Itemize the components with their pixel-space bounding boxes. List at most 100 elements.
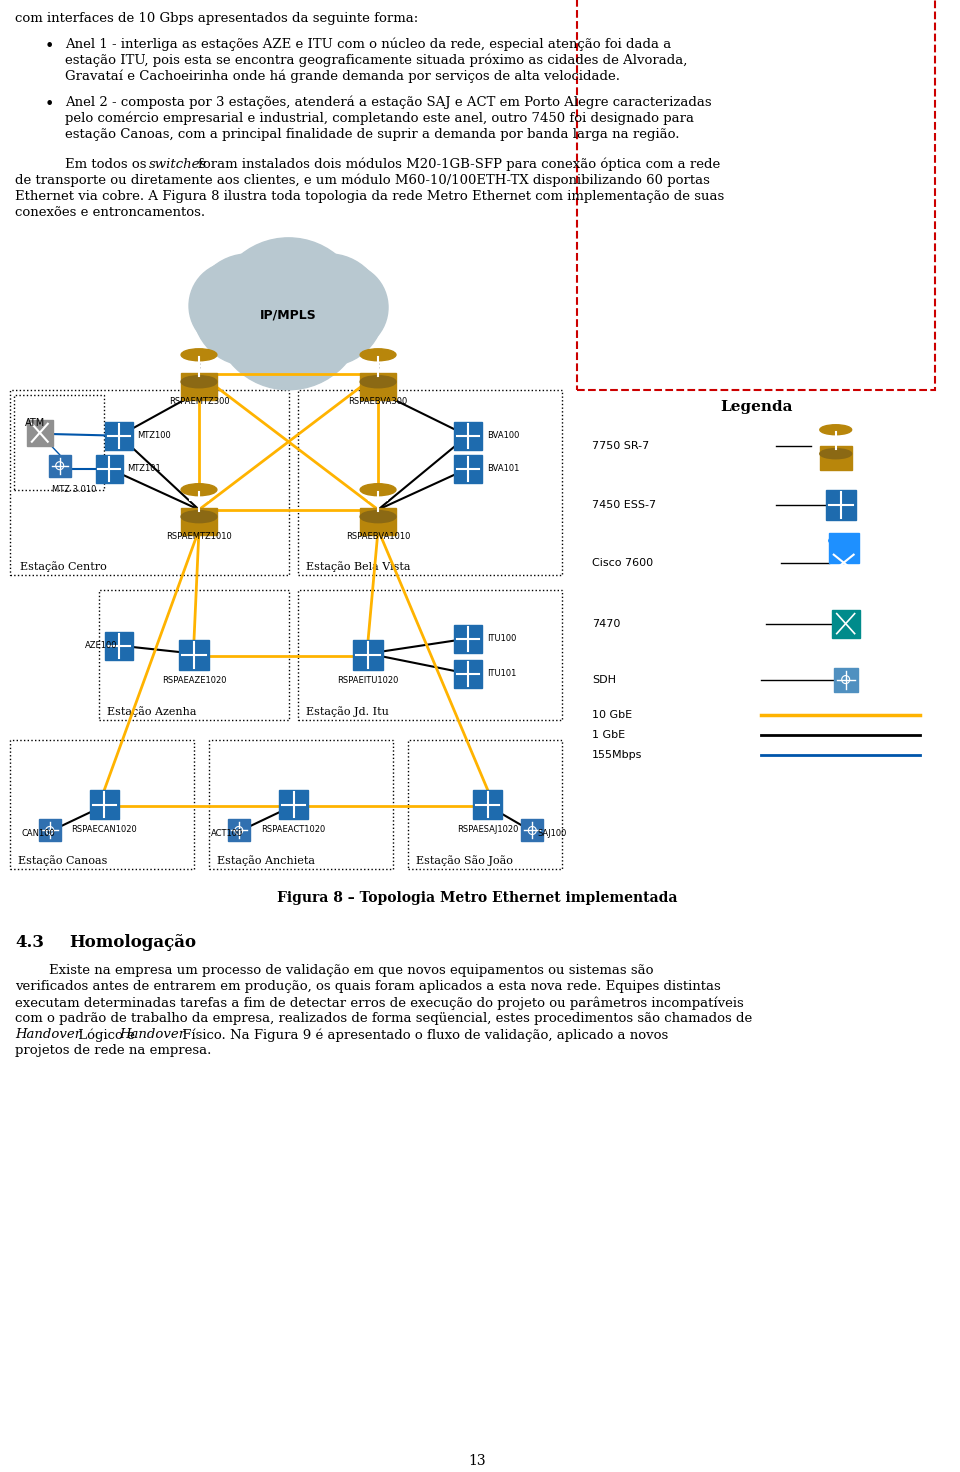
Bar — [10, 390, 289, 574]
Text: conexões e entroncamentos.: conexões e entroncamentos. — [15, 206, 205, 219]
Text: CAN100: CAN100 — [22, 829, 56, 838]
Bar — [831, 609, 859, 637]
Text: 7470: 7470 — [592, 618, 620, 629]
Text: Gravataí e Cachoeirinha onde há grande demanda por serviços de alta velocidade.: Gravataí e Cachoeirinha onde há grande d… — [64, 71, 619, 84]
Bar — [14, 394, 105, 490]
Text: Estação Bela Vista: Estação Bela Vista — [306, 561, 411, 571]
Text: Legenda: Legenda — [720, 400, 792, 414]
Text: ACT100: ACT100 — [211, 829, 243, 838]
Text: RSPAEMTZ1010: RSPAEMTZ1010 — [166, 531, 232, 540]
Bar — [38, 820, 60, 842]
Text: 7750 SR-7: 7750 SR-7 — [592, 440, 649, 450]
Bar — [180, 640, 209, 670]
Text: Lógico e: Lógico e — [74, 1029, 139, 1042]
Bar — [299, 390, 563, 574]
Text: estação ITU, pois esta se encontra geograficamente situada próximo as cidades de: estação ITU, pois esta se encontra geogr… — [64, 54, 687, 68]
Text: Estação Jd. Itu: Estação Jd. Itu — [306, 705, 390, 717]
Bar — [106, 422, 133, 450]
Circle shape — [300, 263, 388, 352]
Ellipse shape — [828, 536, 858, 546]
Text: SDH: SDH — [592, 674, 616, 684]
Bar — [106, 631, 133, 659]
Ellipse shape — [181, 484, 217, 496]
Ellipse shape — [360, 349, 396, 361]
Circle shape — [273, 253, 384, 365]
Bar — [826, 490, 855, 520]
Circle shape — [189, 262, 276, 350]
Text: Físico. Na Figura 9 é apresentado o fluxo de validação, aplicado a novos: Físico. Na Figura 9 é apresentado o flux… — [179, 1029, 668, 1042]
Ellipse shape — [360, 511, 396, 523]
Text: Homologação: Homologação — [70, 935, 197, 951]
Bar — [299, 590, 563, 720]
Bar — [360, 372, 396, 400]
Ellipse shape — [181, 511, 217, 523]
Text: RSPAEACT1020: RSPAEACT1020 — [261, 826, 325, 835]
Bar — [353, 640, 383, 670]
Bar — [521, 820, 543, 842]
Text: •: • — [45, 38, 54, 54]
Bar — [181, 508, 217, 534]
Text: 1 GbE: 1 GbE — [592, 730, 625, 739]
Text: Ethernet via cobre. A Figura 8 ilustra toda topologia da rede Metro Ethernet com: Ethernet via cobre. A Figura 8 ilustra t… — [15, 190, 724, 203]
Bar — [228, 820, 250, 842]
Bar — [454, 659, 482, 687]
Text: executam determinadas tarefas a fim de detectar erros de execução do projeto ou : executam determinadas tarefas a fim de d… — [15, 997, 744, 1010]
Text: foram instalados dois módulos M20-1GB-SFP para conexão óptica com a rede: foram instalados dois módulos M20-1GB-SF… — [198, 158, 720, 171]
Text: RSPAEBVA300: RSPAEBVA300 — [348, 397, 408, 406]
Text: ITU101: ITU101 — [488, 670, 516, 679]
Text: verificados antes de entrarem em produção, os quais foram aplicados a esta nova : verificados antes de entrarem em produçã… — [15, 980, 721, 994]
Ellipse shape — [360, 484, 396, 496]
Text: Handover: Handover — [15, 1029, 81, 1041]
Ellipse shape — [820, 425, 852, 434]
Bar — [181, 372, 217, 400]
Text: MTZ101: MTZ101 — [128, 464, 161, 473]
Bar — [95, 455, 124, 483]
Text: RSPAEBVA1010: RSPAEBVA1010 — [346, 531, 410, 540]
Text: Anel 1 - interliga as estações AZE e ITU com o núcleo da rede, especial atenção : Anel 1 - interliga as estações AZE e ITU… — [64, 38, 671, 52]
Bar — [278, 789, 308, 820]
Text: BVA100: BVA100 — [488, 431, 520, 440]
Text: estação Canoas, com a principal finalidade de suprir a demanda por banda larga n: estação Canoas, com a principal finalida… — [64, 128, 679, 141]
Bar — [10, 739, 194, 870]
Text: Estação São João: Estação São João — [416, 855, 513, 867]
Bar — [100, 590, 289, 720]
Text: RSPAEMTZ300: RSPAEMTZ300 — [169, 397, 229, 406]
Bar — [828, 533, 858, 562]
Text: RSPAEAZE1020: RSPAEAZE1020 — [161, 676, 227, 684]
Text: 4.3: 4.3 — [15, 935, 44, 951]
Text: 7450 ESS-7: 7450 ESS-7 — [592, 499, 656, 509]
Text: RSPAECAN1020: RSPAECAN1020 — [72, 826, 137, 835]
Text: Estação Azenha: Estação Azenha — [108, 705, 197, 717]
Ellipse shape — [181, 349, 217, 361]
Ellipse shape — [360, 375, 396, 387]
Bar — [89, 789, 119, 820]
Text: IP/MPLS: IP/MPLS — [260, 308, 317, 321]
Text: AZE100: AZE100 — [84, 642, 117, 651]
Text: MTZ100: MTZ100 — [137, 431, 171, 440]
Bar — [360, 508, 396, 534]
Text: Estação Anchieta: Estação Anchieta — [217, 855, 315, 867]
Ellipse shape — [181, 375, 217, 387]
Text: com interfaces de 10 Gbps apresentados da seguinte forma:: com interfaces de 10 Gbps apresentados d… — [15, 12, 419, 25]
Text: ATM: ATM — [25, 418, 45, 428]
Circle shape — [213, 238, 364, 390]
Bar — [454, 624, 482, 652]
Bar — [472, 789, 502, 820]
Bar — [408, 739, 563, 870]
Bar — [454, 422, 482, 450]
Text: Handover: Handover — [119, 1029, 185, 1041]
Text: •: • — [45, 96, 54, 113]
Circle shape — [193, 253, 304, 365]
Text: switches: switches — [149, 158, 207, 171]
Text: MTZ 3.010: MTZ 3.010 — [52, 484, 96, 493]
Text: 155Mbps: 155Mbps — [592, 749, 642, 760]
Bar — [49, 455, 71, 477]
Text: ITU100: ITU100 — [488, 634, 516, 643]
Text: SAJ100: SAJ100 — [538, 829, 566, 838]
Text: BVA101: BVA101 — [488, 464, 520, 473]
Text: projetos de rede na empresa.: projetos de rede na empresa. — [15, 1044, 211, 1057]
Bar — [577, 0, 935, 390]
Text: Em todos os: Em todos os — [64, 158, 151, 171]
Text: de transporte ou diretamente aos clientes, e um módulo M60-10/100ETH-TX disponib: de transporte ou diretamente aos cliente… — [15, 174, 709, 187]
Bar — [454, 455, 482, 483]
